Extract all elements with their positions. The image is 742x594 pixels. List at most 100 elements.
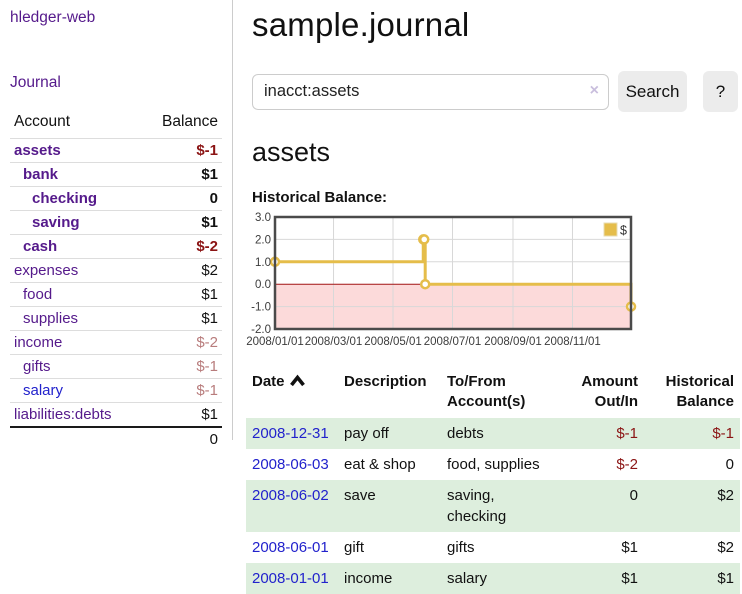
account-row: assets $-1 (10, 138, 222, 163)
register-row: 2008-12-31 pay off debts $-1 $-1 (246, 418, 740, 449)
transaction-accounts: food, supplies (447, 456, 540, 473)
register-header-accounts: To/From Account(s) (447, 373, 526, 410)
svg-text:2008/03/01: 2008/03/01 (305, 336, 363, 348)
app-title-link[interactable]: hledger-web (10, 9, 96, 26)
account-link-income[interactable]: income (14, 334, 63, 351)
account-link-assets[interactable]: assets (14, 142, 61, 159)
account-balance: $-2 (116, 234, 222, 259)
register-row: 2008-06-01 gift gifts $1 $2 (246, 532, 740, 563)
transaction-accounts: debts (447, 425, 484, 442)
account-link-cash[interactable]: cash (23, 238, 58, 255)
transaction-amount: 0 (629, 487, 638, 504)
svg-text:-1.0: -1.0 (251, 302, 271, 314)
search-form: × Search ? (252, 71, 742, 112)
account-link-expenses[interactable]: expenses (14, 262, 79, 279)
account-link-checking[interactable]: checking (32, 190, 98, 207)
svg-text:-2.0: -2.0 (251, 324, 271, 336)
accounts-total-value: 0 (116, 426, 222, 451)
svg-text:2008/01/01: 2008/01/01 (246, 336, 304, 348)
transaction-balance: 0 (725, 456, 734, 473)
transaction-description: income (344, 570, 393, 587)
svg-text:2008/05/01: 2008/05/01 (364, 336, 422, 348)
transaction-date-link[interactable]: 2008-06-03 (252, 456, 329, 473)
account-link-supplies[interactable]: supplies (23, 310, 79, 327)
register-table: Date Description To/From Account(s) Amou… (246, 370, 740, 594)
svg-text:2008/07/01: 2008/07/01 (424, 336, 482, 348)
svg-text:2.0: 2.0 (255, 234, 271, 246)
svg-text:1.0: 1.0 (255, 257, 271, 269)
transaction-amount: $-1 (616, 425, 638, 442)
register-header-date: Date (246, 370, 344, 418)
account-row: bank $1 (10, 162, 222, 187)
main-content: sample.journal × Search ? assets Histori… (246, 0, 742, 594)
account-balance: $1 (116, 402, 222, 427)
transaction-accounts: salary (447, 570, 488, 587)
register-header-description: Description (344, 373, 427, 390)
account-balance: 0 (116, 186, 222, 211)
register-row: 2008-01-01 income salary $1 $1 (246, 563, 740, 594)
page-title: sample.journal (252, 6, 470, 43)
transaction-balance: $2 (717, 539, 734, 556)
account-balance: $1 (116, 210, 222, 235)
accounts-header-account: Account (14, 113, 71, 130)
svg-text:0.0: 0.0 (255, 279, 271, 291)
clear-search-icon[interactable]: × (589, 81, 599, 99)
transaction-date-link[interactable]: 2008-12-31 (252, 425, 329, 442)
account-balance: $1 (116, 162, 222, 187)
account-link-saving[interactable]: saving (32, 214, 80, 231)
account-row: cash $-2 (10, 234, 222, 259)
transaction-accounts: saving, checking (447, 487, 507, 525)
transaction-date-link[interactable]: 2008-01-01 (252, 570, 329, 587)
register-row: 2008-06-03 eat & shop food, supplies $-2 0 (246, 449, 740, 480)
help-button[interactable]: ? (703, 71, 738, 112)
account-balance: $-1 (116, 354, 222, 379)
accounts-total-row: 0 (10, 426, 222, 451)
accounts-header-balance: Balance (161, 113, 218, 130)
account-row: income $-2 (10, 330, 222, 355)
account-link-bank[interactable]: bank (23, 166, 59, 183)
account-row: supplies $1 (10, 306, 222, 331)
transaction-amount: $1 (621, 570, 638, 587)
svg-text:$: $ (620, 224, 627, 238)
transaction-date-link[interactable]: 2008-06-01 (252, 539, 329, 556)
account-link-liabilities-debts[interactable]: liabilities:debts (14, 406, 112, 423)
transaction-description: gift (344, 539, 365, 556)
search-input[interactable] (252, 73, 609, 110)
transaction-accounts: gifts (447, 539, 475, 556)
account-link-gifts[interactable]: gifts (23, 358, 51, 375)
account-balance: $1 (116, 282, 222, 307)
account-row: saving $1 (10, 210, 222, 235)
account-link-salary[interactable]: salary (23, 382, 64, 399)
account-row: food $1 (10, 282, 222, 307)
svg-text:2008/09/01: 2008/09/01 (484, 336, 542, 348)
transaction-balance: $1 (717, 570, 734, 587)
transaction-amount: $-2 (616, 456, 638, 473)
account-link-food[interactable]: food (23, 286, 53, 303)
sort-ascending-icon (289, 373, 305, 393)
account-balance: $-2 (116, 330, 222, 355)
register-row: 2008-06-02 save saving, checking 0 $2 (246, 480, 740, 532)
transaction-balance: $2 (717, 487, 734, 504)
sidebar-item-journal[interactable]: Journal (10, 74, 61, 91)
transaction-balance: $-1 (712, 425, 734, 442)
sidebar: hledger-web Journal Account Balance asse… (0, 0, 233, 451)
accounts-balance-table: Account Balance assets $-1 bank $1 checking 0… (10, 110, 222, 451)
account-heading: assets (252, 137, 331, 167)
chart-label: Historical Balance: (252, 189, 388, 206)
transaction-description: pay off (344, 425, 389, 442)
search-button[interactable]: Search (618, 71, 687, 112)
transaction-date-link[interactable]: 2008-06-02 (252, 487, 329, 504)
account-balance: $2 (116, 258, 222, 283)
transaction-description: eat & shop (344, 456, 416, 473)
register-header-amount: Amount Out/In (581, 373, 638, 410)
account-row: checking 0 (10, 186, 222, 211)
transaction-description: save (344, 487, 376, 504)
account-balance: $1 (116, 306, 222, 331)
account-balance: $-1 (116, 138, 222, 163)
account-row: salary $-1 (10, 378, 222, 403)
svg-text:2008/11/01: 2008/11/01 (544, 336, 601, 348)
account-row: gifts $-1 (10, 354, 222, 379)
account-row: expenses $2 (10, 258, 222, 283)
transaction-amount: $1 (621, 539, 638, 556)
